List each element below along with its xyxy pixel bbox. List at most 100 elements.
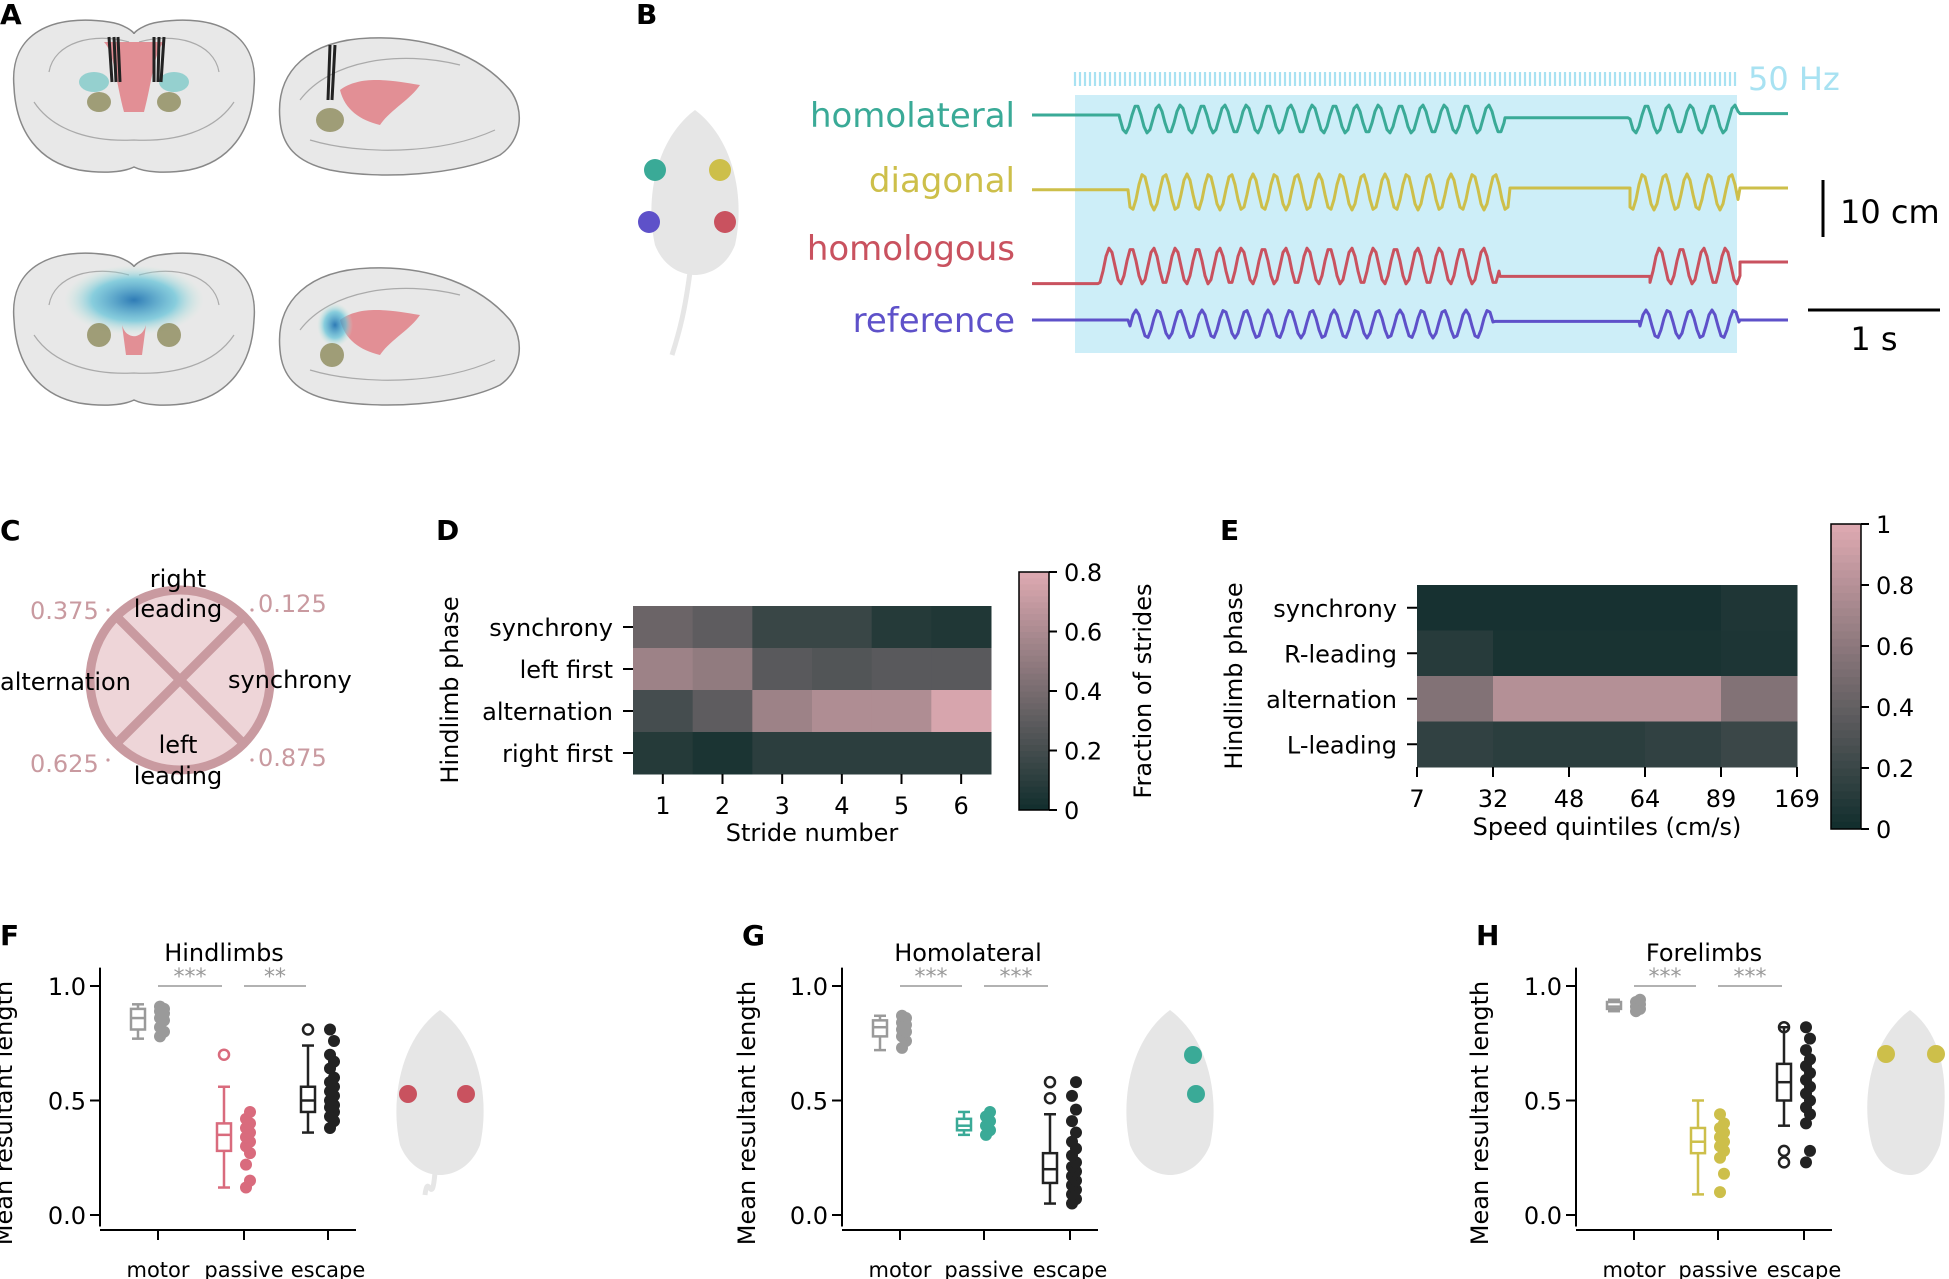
colorbar-segment [1831,783,1861,792]
colorbar-segment [1019,625,1049,632]
x-tick-label: 89 [1706,785,1737,813]
heatmap-cell [1645,676,1722,722]
data-point [1718,1167,1730,1180]
panel-letter-d: D [436,514,459,547]
y-tick-label: R-leading [1284,640,1397,668]
colorbar-segment [1019,572,1049,579]
data-point [1800,1156,1812,1169]
phase-label-top-2: leading [134,595,223,623]
colorbar-segment [1019,786,1049,793]
heatmap-cell [931,606,992,649]
heatmap-cell [1417,630,1494,677]
panel-letter-b: B [636,0,657,31]
data-point [324,1048,336,1061]
forelimb-dot-right [1927,1045,1945,1063]
colorbar-segment [1831,722,1861,731]
x-tick-label: 3 [775,792,790,820]
heatmap-cell [692,690,753,733]
colorbar-segment [1019,613,1049,621]
colorbar-segment [1019,667,1049,674]
data-point [896,1009,908,1022]
hindlimb-dot-right [457,1085,475,1103]
colorbar-tick-label: 0 [1064,797,1079,825]
colorbar-segment [1019,756,1049,763]
colorbar-segment [1019,804,1049,811]
brain-coronal-top [12,19,256,173]
phase-label-top-1: right [150,565,206,593]
heatmap-cell [931,648,992,691]
data-point [1066,1115,1078,1128]
x-tick-label: 4 [834,792,849,820]
data-point [1800,1021,1812,1034]
quadrant-marker-tr [250,608,254,612]
colorbar-tick-label: 0.2 [1064,738,1102,766]
heatmap-cell [1569,721,1646,768]
significance-label: *** [915,965,948,990]
heatmap-cell [1493,721,1570,768]
x-tick-label: motor [1602,1258,1665,1279]
plot-title: Forelimbs [1646,939,1762,967]
heatmap-cell [812,606,873,649]
scale-label-horizontal: 1 s [1850,320,1897,358]
x-tick-label: 1 [655,792,670,820]
heatmap-cell [1417,721,1494,768]
mouse-icon-h [1867,1010,1945,1175]
data-point [1714,1186,1726,1199]
hindlimb-dot-left [399,1085,417,1103]
colorbar-segment [1019,679,1049,686]
heatmap-cell [1493,585,1570,631]
phase-label-bottom-2: leading [134,762,223,790]
colorbar-segment [1831,546,1861,555]
data-point [1634,993,1646,1006]
x-tick-label: passive [1678,1258,1757,1279]
phase-value-tl: 0.375 [30,597,99,625]
outlier [217,1048,231,1061]
heatmap-cell [633,732,694,775]
colorbar-tick-label: 0.8 [1876,572,1914,600]
colorbar-segment [1019,607,1049,615]
colorbar-segment [1019,714,1049,722]
heatmap-cell [633,648,694,691]
colorbar-segment [1019,768,1049,775]
colorbar-segment [1831,714,1861,723]
panel-letter-f: F [0,919,19,952]
colorbar-segment [1019,631,1049,638]
data-point [328,1034,340,1047]
panel-letter-g: G [742,919,765,952]
boxplot-g: 0.0 0.5 1.0 Mean resultant length Homolatera… [733,939,1107,1279]
colorbar-segment [1831,752,1861,761]
y-tick-label: 1.0 [1524,973,1562,1001]
heatmap-cell [1569,585,1646,631]
heatmap-cell [692,606,753,649]
x-tick-label: 48 [1554,785,1585,813]
colorbar-segment [1019,637,1049,644]
colorbar-tick-label: 1 [1876,511,1891,539]
outlier [1043,1091,1057,1105]
significance-label: *** [174,965,207,990]
traces [1032,103,1788,340]
data-point [324,1023,336,1036]
colorbar-segment [1019,655,1049,662]
homolateral-dot-hind [1187,1085,1205,1103]
y-axis-label: Hindlimb phase [1220,582,1248,769]
y-tick-label: 1.0 [790,973,828,1001]
x-tick-label: escape [1033,1258,1108,1279]
colorbar-segment [1831,760,1861,769]
colorbar-segment [1831,821,1861,830]
colorbar-segment [1019,702,1049,710]
colorbar-segment [1831,699,1861,708]
trace-reference [1032,308,1788,340]
colorbar-segment [1831,676,1861,685]
colorbar-segment [1831,600,1861,609]
colorbar-segment [1831,585,1861,594]
heatmap-cell [1417,676,1494,722]
x-tick-label: passive [944,1258,1023,1279]
x-axis-label: Speed quintiles (cm/s) [1473,813,1742,841]
colorbar-segment [1019,798,1049,805]
heatmap-cell [1645,630,1722,677]
heatmap-cell [812,648,873,691]
brain-sagittal-top [278,37,521,176]
colorbar-segment [1019,732,1049,740]
data-point [1070,1103,1082,1116]
